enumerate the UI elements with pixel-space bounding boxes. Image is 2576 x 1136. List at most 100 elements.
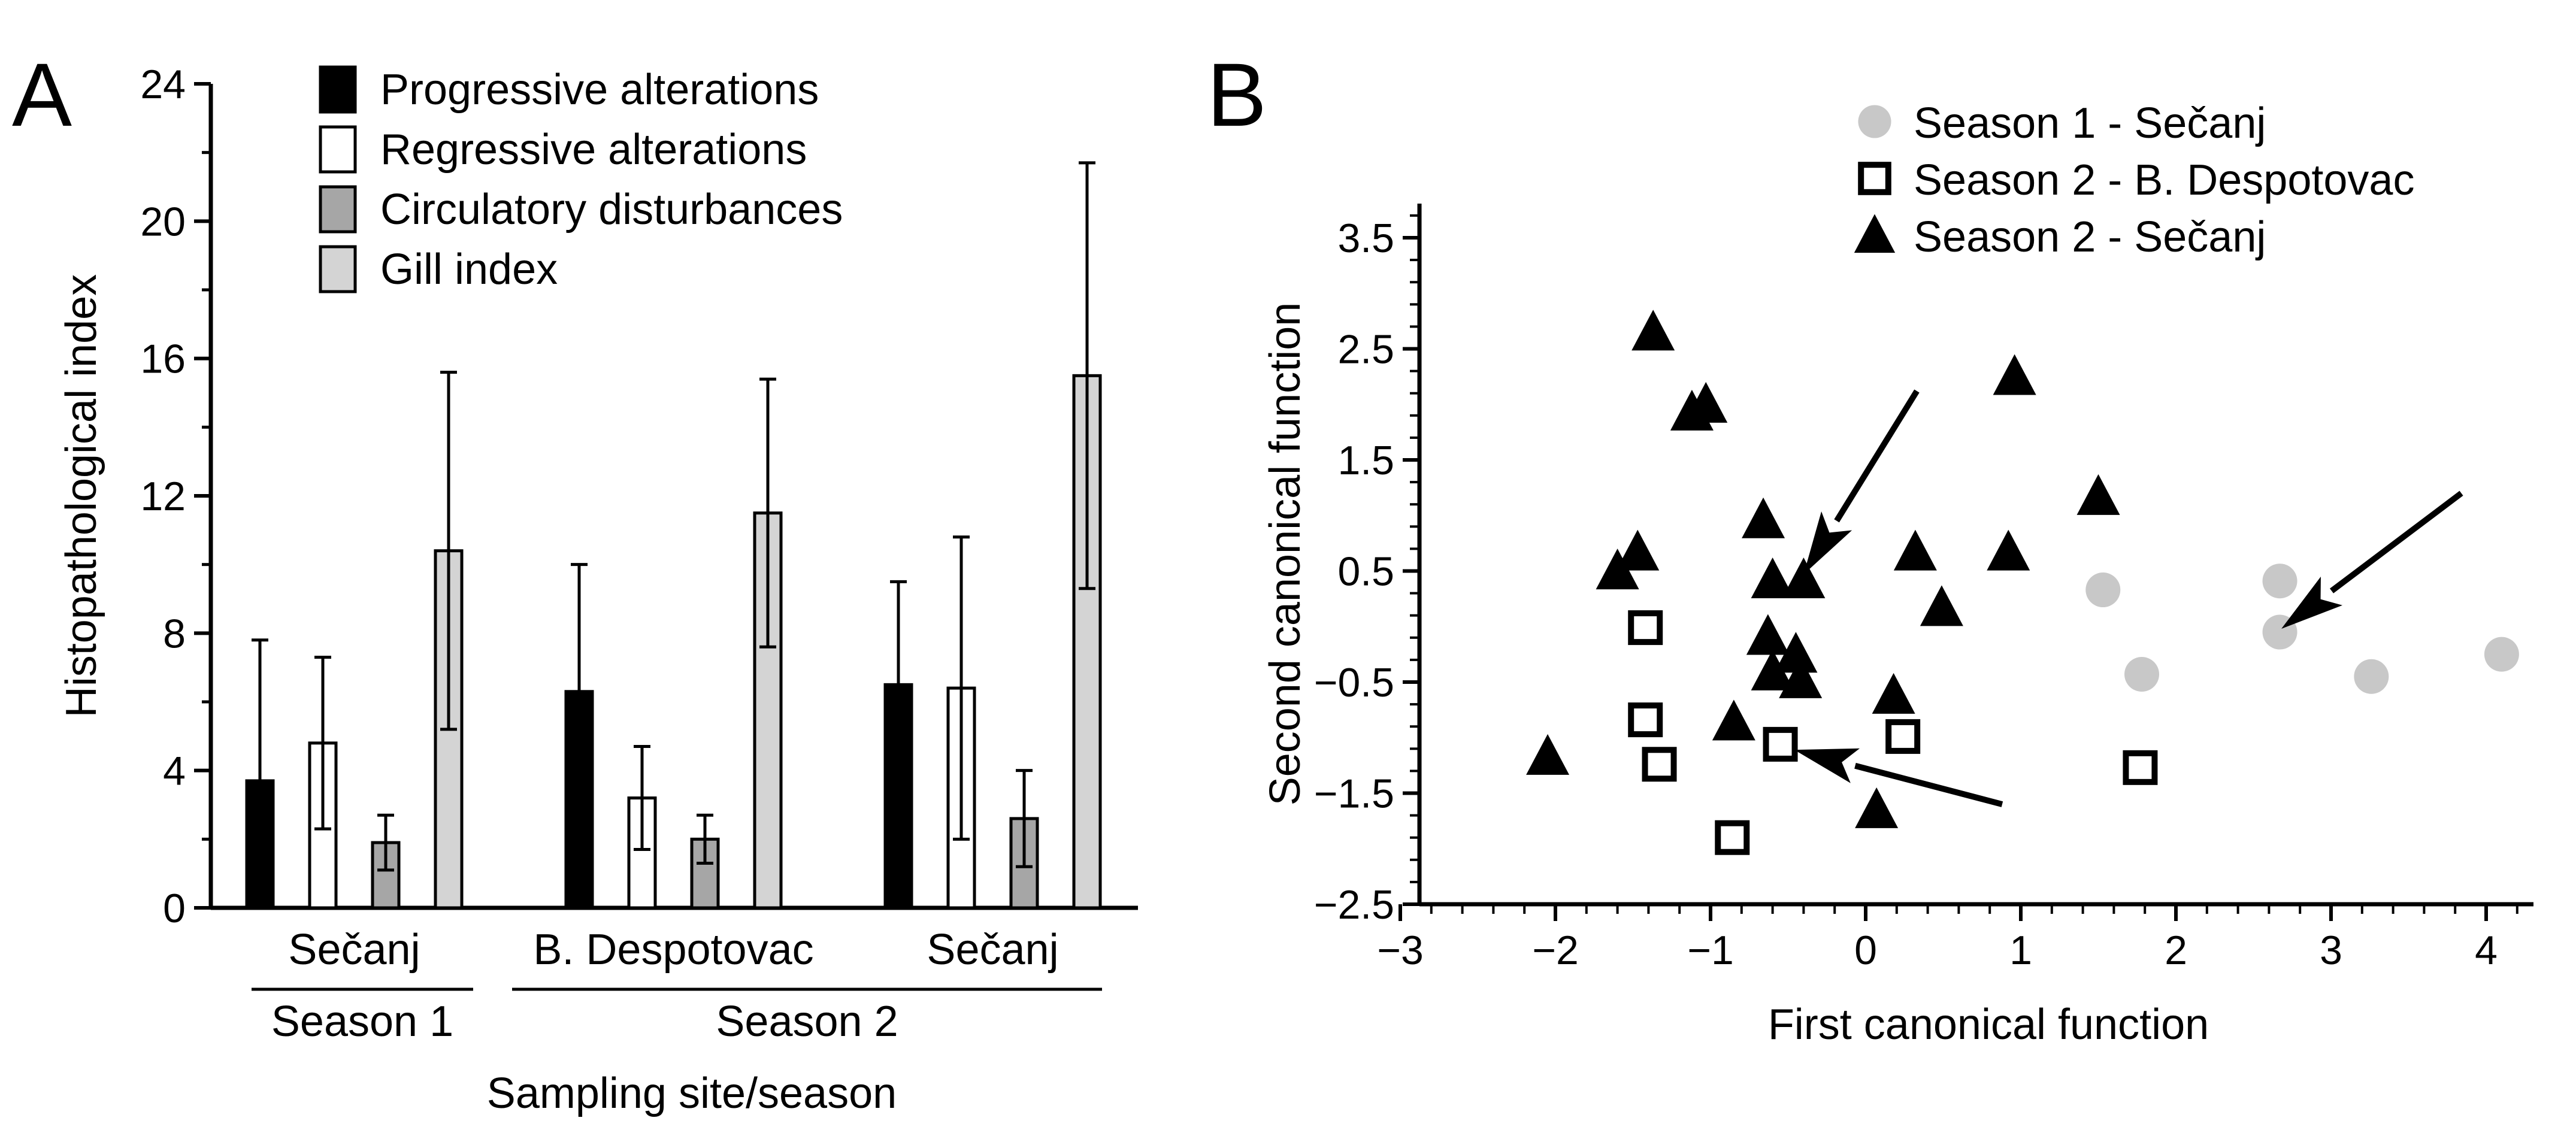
panel-b-points [1526,310,2519,855]
point-season-2-secanj-18 [1712,699,1755,741]
x-tick-label: −1 [1687,928,1734,973]
category-label-secanj: Sečanj [927,926,1058,974]
panel-b-y-axis-title: Second canonical function [1261,302,1309,806]
arrow-head [1803,511,1852,575]
legend-marker-season-2-secanj [1854,214,1896,253]
legend-label-progressive-alterations: Progressive alterations [380,66,819,114]
y-tick-label: −1.5 [1314,771,1394,817]
panel-a-y-axis-title: Histopathological index [57,274,105,717]
y-tick-label: 0 [163,886,186,931]
arrow-head [1794,748,1860,783]
x-tick-label: 4 [2475,928,2498,973]
x-tick-label: −3 [1377,928,1424,973]
season-label-season-2: Season 2 [716,998,898,1046]
point-season-2-secanj-8 [1782,557,1826,598]
y-tick-label: 4 [163,749,186,794]
y-tick-label: 3.5 [1337,216,1394,261]
point-season-2-b-despotovac-5 [1885,719,1921,754]
point-season-2-secanj-9 [1893,529,1937,571]
panel-a-x-axis-title: Sampling site/season [487,1070,897,1117]
point-season-1-secanj-4 [2354,659,2389,694]
point-season-2-secanj-7 [1751,557,1794,598]
panel-b-arrows [1794,389,2463,807]
legend-label-season-2-secanj: Season 2 - Sečanj [1914,213,2266,261]
y-tick-label: −2.5 [1314,882,1394,928]
x-tick-label: 2 [2165,928,2187,973]
legend-marker-season-1-secanj [1858,105,1891,138]
bar-progressive-alterations-2 [883,683,913,910]
point-season-1-secanj-2 [2262,564,2297,599]
legend-swatch-progressive-alterations [319,65,357,114]
panel-a-bars [245,374,1102,910]
panel-letter-b: B [1207,44,1267,145]
y-tick-label: 0.5 [1337,549,1394,595]
point-season-1-secanj-0 [2085,572,2121,608]
arrow-head [2281,576,2343,629]
y-tick-label: 12 [140,474,186,519]
legend-swatch-regressive-alterations [319,125,357,174]
panel-letter-a: A [12,44,72,145]
legend-label-gill-index: Gill index [380,246,558,293]
point-season-2-secanj-6 [1616,529,1660,571]
arrow-shaft [1854,762,2003,807]
annotation-arrow-1 [2281,490,2463,629]
legend-label-circulatory-disturbances: Circulatory disturbances [380,186,843,234]
point-season-2-secanj-16 [1779,657,1823,698]
category-label-secanj: Sečanj [288,926,420,974]
point-season-2-secanj-19 [1872,672,1915,714]
panel-a-error-bars [252,161,1095,843]
point-season-2-b-despotovac-1 [1628,702,1663,738]
legend-label-season-2-b-despotovac: Season 2 - B. Despotovac [1914,156,2414,204]
point-season-2-secanj-0 [1631,310,1675,351]
x-tick-label: 3 [2320,928,2342,973]
point-season-2-secanj-17 [1526,734,1570,775]
point-season-2-secanj-20 [1855,787,1899,828]
legend-marker-season-2-b-despotovac [1858,162,1891,195]
point-season-2-secanj-2 [1684,381,1728,423]
category-label-b-despotovac: B. Despotovac [533,926,813,974]
legend-label-regressive-alterations: Regressive alterations [380,126,807,174]
annotation-arrow-2 [1794,748,2003,807]
y-tick-label: 1.5 [1337,438,1394,483]
point-season-2-secanj-11 [1920,585,1963,626]
y-tick-label: 24 [140,62,186,107]
point-season-2-b-despotovac-0 [1628,610,1663,646]
panel-a-y-ticks: 0 4 8 12 16 20 24 [140,62,211,931]
arrow-shaft [1834,389,1920,523]
point-season-2-secanj-15 [1751,649,1794,690]
x-tick-label: −2 [1532,928,1579,973]
panel-a-legend: Progressive alterations Regressive altera… [319,65,843,293]
point-season-2-secanj-3 [1993,354,2036,395]
panel-b-legend: Season 1 - Sečanj Season 2 - B. Despotova… [1854,99,2414,261]
point-season-2-secanj-4 [1742,497,1785,538]
arrow-shaft [2329,490,2463,593]
x-tick-label: 1 [2009,928,2032,973]
y-tick-label: 20 [140,199,186,244]
legend-label-season-1-secanj: Season 1 - Sečanj [1914,99,2266,147]
panel-a-bar-chart: A 0 4 8 12 16 20 24 Histopathological index Pr… [12,44,1138,1117]
legend-swatch-gill-index [319,245,357,293]
annotation-arrow-0 [1803,389,1920,575]
point-season-2-secanj-13 [1746,614,1790,655]
legend-swatch-circulatory-disturbances [319,185,357,234]
point-season-2-b-despotovac-6 [2123,750,2158,785]
panel-b-x-axis-title: First canonical function [1768,1001,2209,1049]
y-tick-label: 8 [163,611,186,656]
point-season-2-b-despotovac-2 [1642,747,1677,782]
point-season-2-secanj-14 [1774,632,1818,673]
x-tick-label: 0 [1854,928,1877,973]
panel-a-group-labels: Sečanj B. Despotovac Sečanj Season 1 Season … [252,926,1102,1046]
bar-progressive-alterations-1 [564,690,594,910]
y-tick-label: 2.5 [1337,327,1394,372]
point-season-1-secanj-1 [2124,657,2160,692]
point-season-2-b-despotovac-4 [1715,820,1750,855]
panel-b-ticks: −3 −2 −1 0 1 2 3 4 −2.5 −1.5 −0.5 0.5 1.5 2.5 3.5 [1314,214,2519,973]
bar-progressive-alterations-0 [245,779,275,910]
y-tick-label: −0.5 [1314,660,1394,705]
point-season-1-secanj-5 [2484,637,2519,672]
point-season-2-secanj-12 [2076,474,2120,515]
point-season-2-secanj-10 [1987,529,2030,571]
panel-b-scatter-plot: B −3 −2 −1 0 1 2 3 4 −2.5 −1.5 −0.5 0.5 1.5 2.5 3.5 Se… [1207,44,2533,1049]
point-season-2-b-despotovac-3 [1763,726,1798,762]
